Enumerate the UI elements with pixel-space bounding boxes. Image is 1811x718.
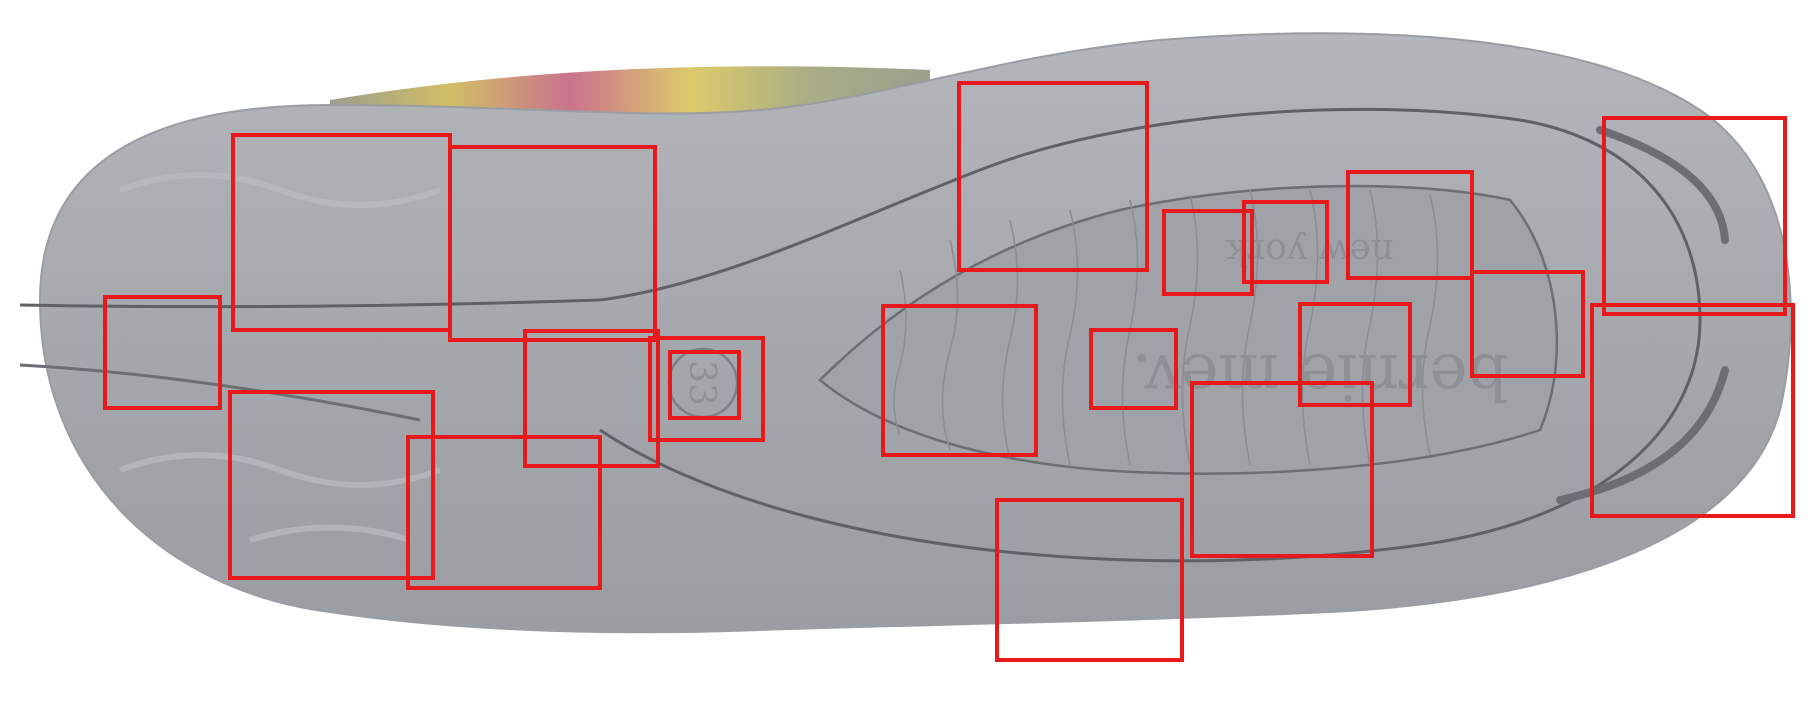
brand-emboss: bernie mev. <box>1132 339 1509 413</box>
annotation-box-7 <box>228 390 435 580</box>
woven-upper <box>330 66 930 119</box>
heel-waves <box>118 172 442 543</box>
annotation-box-5 <box>648 336 765 442</box>
forefoot-outline <box>599 107 1702 563</box>
heel-groove-lower <box>19 363 421 422</box>
annotation-box-4 <box>523 329 660 468</box>
size-number: 33 <box>681 360 722 406</box>
annotation-box-18 <box>1190 381 1374 558</box>
annotation-box-19 <box>1590 303 1795 518</box>
annotation-box-9 <box>957 81 1149 272</box>
heel-groove <box>19 298 601 309</box>
annotation-box-16 <box>1089 328 1178 410</box>
annotation-box-13 <box>1602 116 1787 316</box>
annotation-box-12 <box>1346 170 1474 280</box>
annotation-box-20 <box>995 498 1184 662</box>
annotation-box-2 <box>448 145 657 342</box>
annotation-box-14 <box>1470 270 1585 378</box>
tread-waves <box>893 189 1439 466</box>
annotation-box-17 <box>1298 302 1412 407</box>
annotation-box-10 <box>1162 209 1254 296</box>
annotation-box-15 <box>881 304 1038 457</box>
annotation-box-8 <box>406 435 602 590</box>
annotation-box-6 <box>668 350 741 420</box>
annotation-box-11 <box>1242 200 1329 284</box>
annotation-boxes <box>103 81 1795 662</box>
toe-groove-upper <box>1596 126 1729 244</box>
annotation-box-3 <box>103 295 222 410</box>
